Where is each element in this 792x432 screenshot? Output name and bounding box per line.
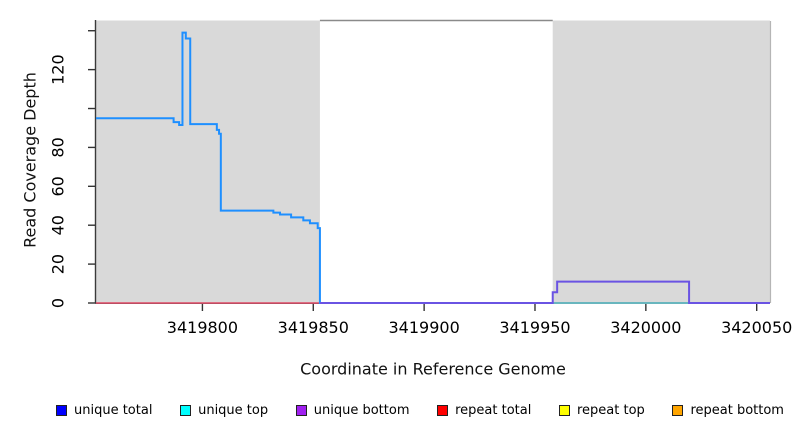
y-tick-label: 0	[49, 298, 68, 308]
y-axis-title: Read Coverage Depth	[20, 72, 40, 248]
x-tick-label: 3420050	[721, 318, 792, 337]
x-tick-label: 3420000	[610, 318, 681, 337]
series-unique-bottom	[319, 280, 770, 304]
legend-item-unique-bottom: unique bottom	[295, 402, 410, 418]
legend-label: unique bottom	[313, 402, 410, 418]
x-axis-title: Coordinate in Reference Genome	[300, 359, 566, 379]
legend-item-unique-total: unique total	[56, 403, 152, 418]
legend-swatch-icon	[295, 404, 307, 416]
x-tick-label: 3419850	[278, 318, 349, 337]
legend-swatch-icon	[437, 404, 449, 416]
legend: unique total unique top unique bottom repea…	[56, 400, 784, 420]
x-tick-label: 3419800	[167, 318, 238, 337]
coverage-plot-canvas: 3419800 3419850 3419900 3419950 3420000 34200…	[49, 19, 792, 337]
legend-label: unique total	[74, 402, 153, 418]
legend-item-repeat-bottom: repeat bottom	[672, 403, 784, 418]
shaded-region	[552, 20, 770, 304]
legend-item-repeat-top: repeat top	[559, 403, 645, 418]
legend-item-repeat-total: repeat total	[437, 403, 531, 418]
legend-label: repeat bottom	[690, 402, 784, 418]
y-tick-label: 20	[49, 254, 68, 274]
y-tick-label: 120	[49, 54, 68, 85]
y-tick-label: 80	[49, 137, 68, 157]
shaded-region	[96, 20, 320, 304]
x-tick-label: 3419950	[499, 318, 570, 337]
legend-label: repeat top	[577, 402, 645, 418]
y-tick-label: 40	[49, 215, 68, 235]
legend-swatch-icon	[559, 404, 570, 416]
legend-label: repeat total	[455, 402, 532, 418]
y-tick-label: 60	[49, 176, 68, 196]
legend-item-unique-top: unique top	[180, 403, 268, 418]
legend-swatch-icon	[56, 404, 67, 416]
series-unique-total	[96, 31, 770, 304]
legend-swatch-icon	[180, 404, 192, 416]
legend-label: unique top	[198, 402, 269, 418]
legend-swatch-icon	[672, 404, 684, 416]
x-tick-label: 3419900	[388, 318, 459, 337]
